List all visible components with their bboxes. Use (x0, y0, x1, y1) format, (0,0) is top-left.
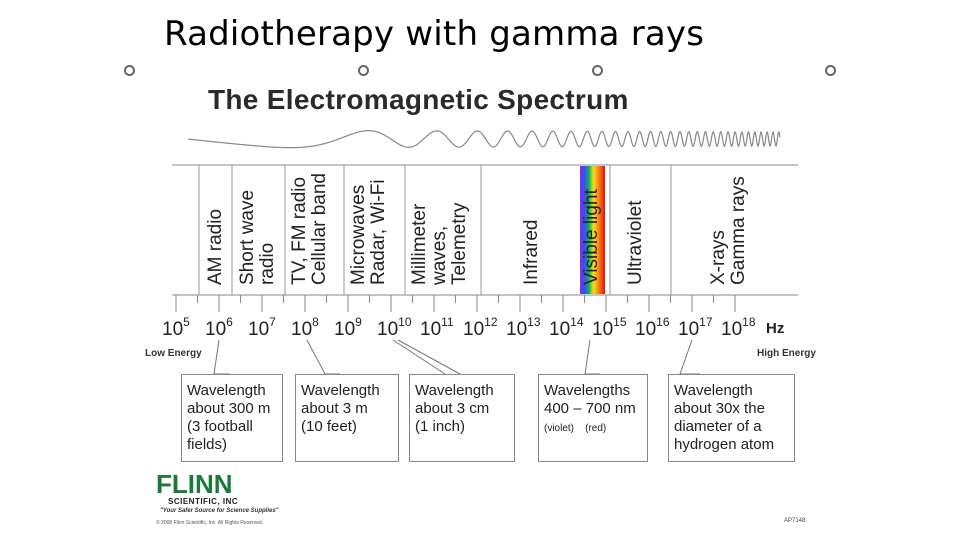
band-microwaves: Microwaves Radar, Wi-Fi (348, 179, 389, 285)
pin-icon (825, 65, 836, 76)
callout-pointer (397, 339, 461, 375)
flinn-logo: FLINN SCIENTIFIC, INC "Your Safer Source… (156, 469, 279, 526)
visible-band (580, 166, 605, 294)
callout-pointer (392, 339, 446, 375)
band-ultraviolet: Ultraviolet (625, 200, 646, 285)
band-short-wave: Short wave radio (237, 189, 278, 285)
band-xray-gamma: X-rays Gamma rays (708, 176, 749, 285)
pin-icon (124, 65, 135, 76)
callout-pointer (306, 339, 340, 375)
callout-box: Wavelengths 400 – 700 nm (violet) (red) (538, 374, 648, 462)
frequency-label: 107 (248, 315, 276, 340)
pin-icon (358, 65, 369, 76)
frequency-label: 108 (291, 315, 319, 340)
wave-line (187, 130, 781, 149)
callout-box: Wavelength about 30x the diameter of a h… (668, 374, 795, 462)
frequency-label: 1016 (635, 315, 670, 340)
high-energy-label: High Energy (757, 348, 816, 359)
catalog-code: AP7148 (784, 518, 806, 524)
band-am-radio: AM radio (205, 208, 226, 285)
band-infrared: Infrared (521, 219, 542, 285)
band-tv-fm: TV, FM radio Cellular band (289, 173, 330, 285)
frequency-label: 1013 (506, 315, 541, 340)
frequency-label: 106 (205, 315, 233, 340)
slide-title: Radiotherapy with gamma rays (164, 14, 705, 54)
callout-pointer (584, 339, 600, 375)
frequency-label: 1017 (678, 315, 713, 340)
pin-icon (592, 65, 603, 76)
spectrum-title: The Electromagnetic Spectrum (208, 84, 629, 115)
callout-box: Wavelength about 3 cm (1 inch) (409, 374, 515, 462)
callout-pointer (679, 339, 700, 375)
band-visible: Visible light (581, 189, 602, 285)
frequency-label: 1015 (592, 315, 627, 340)
unit-label: Hz (766, 320, 785, 337)
frequency-label: 105 (162, 315, 190, 340)
frequency-label: 109 (334, 315, 362, 340)
frequency-label: 1010 (377, 315, 412, 340)
callout-box: Wavelength about 3 m (10 feet) (295, 374, 399, 462)
low-energy-label: Low Energy (145, 348, 202, 359)
callout-pointer (213, 339, 230, 375)
frequency-label: 1012 (463, 315, 498, 340)
frequency-label: 1014 (549, 315, 584, 340)
frequency-label: 1011 (420, 315, 454, 340)
callout-box: Wavelength about 300 m (3 football field… (181, 374, 283, 462)
band-millimeter: Millimeter waves, Telemetry (409, 202, 470, 285)
frequency-label: 1018 (721, 315, 756, 340)
